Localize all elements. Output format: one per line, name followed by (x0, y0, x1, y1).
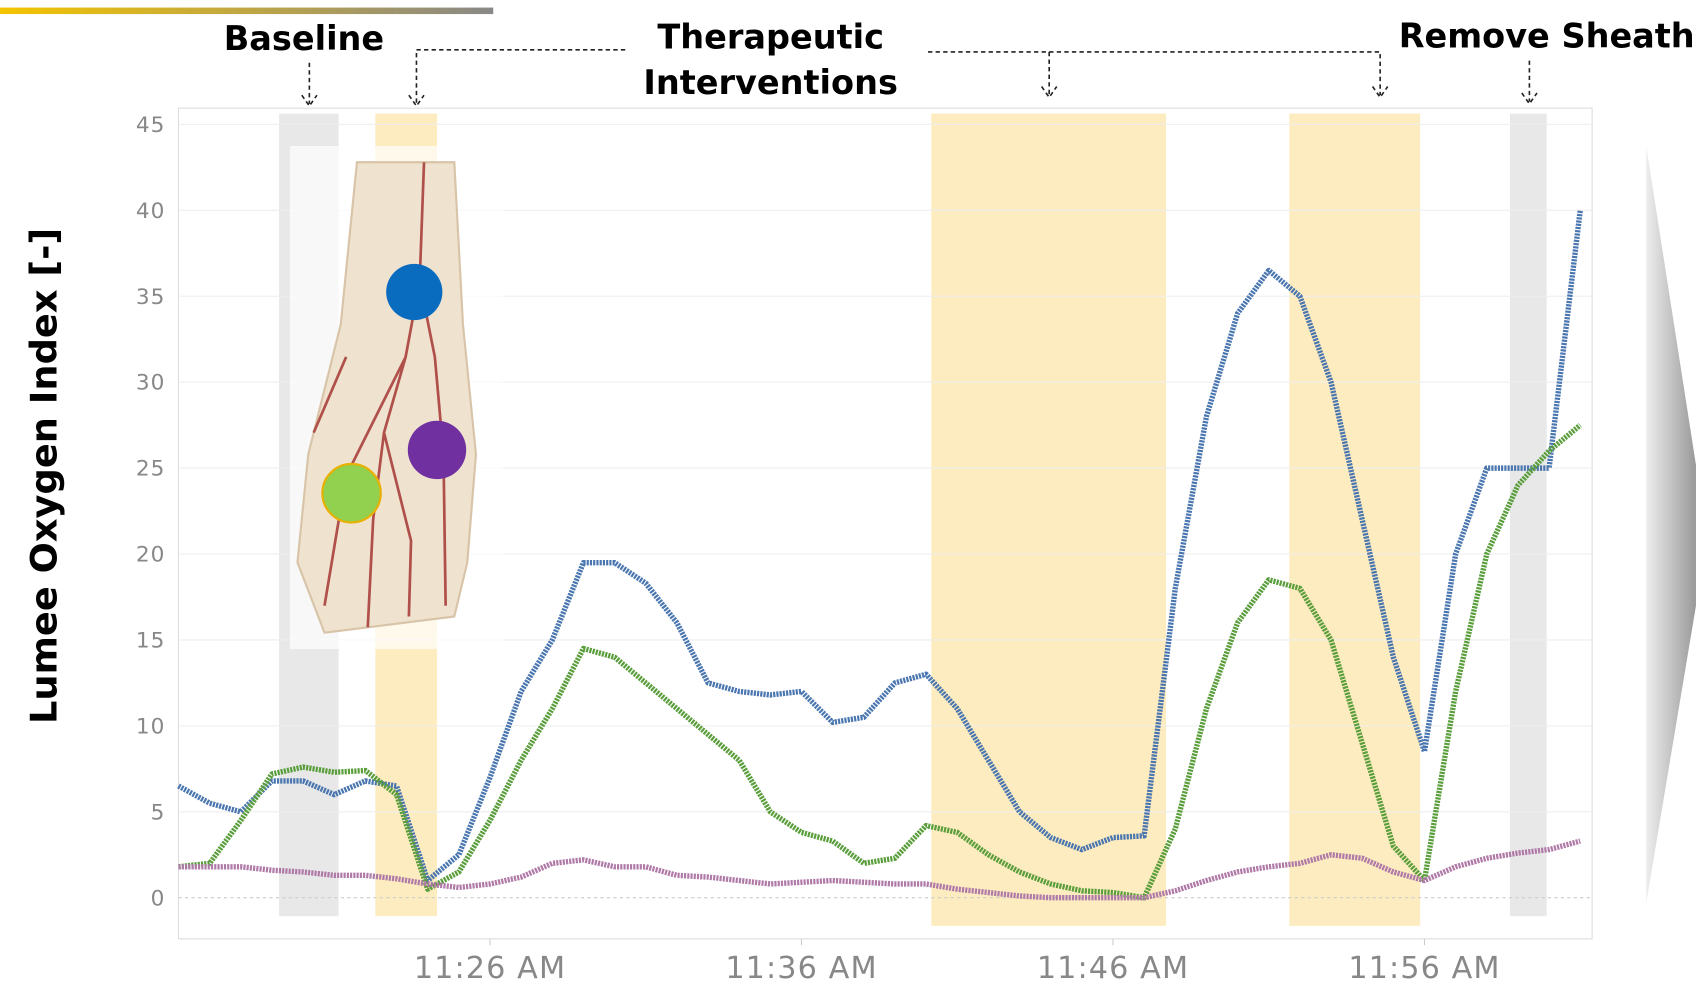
y-tick-label: 35 (136, 285, 166, 310)
top-bar (0, 8, 493, 14)
y-tick-label: 0 (151, 886, 166, 911)
x-tick-label: 11:46 AM (1037, 951, 1189, 981)
y-tick-label: 10 (136, 714, 166, 739)
y-tick-label: 45 (136, 113, 166, 138)
y-axis-label: Lumee Oxygen Index [-] (22, 228, 65, 724)
y-tick-label: 30 (136, 371, 166, 396)
band (1510, 114, 1547, 917)
y-tick-label: 40 (136, 199, 166, 224)
y-tick-label: 5 (151, 800, 166, 825)
x-tick-label: 11:56 AM (1348, 951, 1500, 981)
x-tick-label: 11:26 AM (414, 951, 566, 981)
annotation: Baseline (224, 19, 384, 58)
x-tick-label: 11:36 AM (725, 951, 877, 981)
annotation-box: Therapeutic Interventions (633, 15, 909, 112)
band (1289, 114, 1420, 926)
foot-illustration (290, 146, 503, 649)
arrows (302, 50, 1537, 106)
y-tick-label: 25 (136, 457, 166, 482)
band (931, 114, 1166, 926)
annotation: Remove Sheath (1399, 17, 1695, 56)
side-arrow (1646, 146, 1696, 903)
page: Baseline Therapeutic Interventions Remov… (0, 0, 1696, 981)
y-tick-label: 15 (136, 629, 166, 654)
y-tick-label: 20 (136, 543, 166, 568)
chart: Baseline Therapeutic Interventions Remov… (0, 0, 1696, 981)
annotation: Therapeutic Interventions (633, 15, 909, 106)
